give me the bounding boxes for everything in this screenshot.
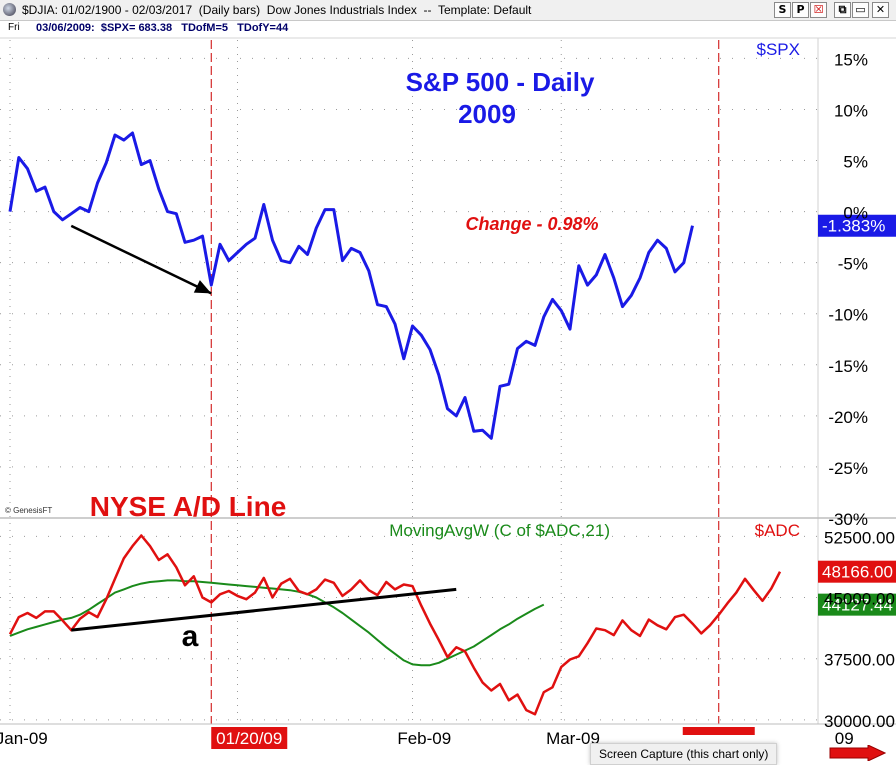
upper-chart-subtitle: 2009: [458, 99, 516, 129]
x-axis-label: 01/20/09: [216, 729, 282, 748]
upper-ytick-label: 15%: [834, 50, 868, 69]
lower-ytick-label: 52500.00: [824, 528, 895, 547]
trend-arrow: [70, 224, 212, 295]
upper-ytick-label: 5%: [843, 153, 868, 172]
lower-chart-title: NYSE A/D Line: [90, 491, 287, 522]
arrow-head: [193, 280, 212, 294]
x-axis-label: Feb-09: [397, 729, 451, 748]
upper-ytick-label: -30%: [828, 510, 868, 529]
spx-last-value-label: -1.383%: [818, 214, 896, 237]
lower-ytick-label: 45000.00: [824, 590, 895, 609]
upper-ytick-label: -20%: [828, 408, 868, 427]
svg-text:-1.383%: -1.383%: [822, 217, 885, 236]
upper-ytick-label: -25%: [828, 459, 868, 478]
moving-avg-legend: MovingAvgW (C of $ADC,21): [389, 521, 610, 540]
x-axis-label: 09: [835, 729, 854, 748]
svg-text:48166.00: 48166.00: [822, 563, 893, 582]
ma-last-value-label: 44127.44: [818, 593, 896, 616]
quote-infobar: Fri 03/06/2009: $SPX= 683.38 TDofM=5 TDo…: [0, 21, 896, 37]
watermark: © GenesisFT: [5, 506, 52, 515]
ad-trendline: [71, 587, 457, 632]
p-button[interactable]: P: [792, 2, 809, 18]
upper-ytick-label: -15%: [828, 357, 868, 376]
upper-ytick-label: 0%: [843, 204, 868, 223]
spx-line: [8, 131, 694, 440]
highlighted-date-box: [211, 727, 288, 749]
marker-date-box: [682, 727, 755, 735]
close-icon[interactable]: ✕: [872, 2, 889, 18]
ad-line: [8, 534, 782, 716]
change-annotation: Change - 0.98%: [465, 214, 598, 234]
app-icon: [3, 3, 16, 16]
moving-avg-line: [9, 579, 545, 667]
x-axis-label: Mar-09: [546, 729, 600, 748]
trendline-label: a: [182, 620, 199, 653]
spx-series-label: $SPX: [757, 40, 800, 59]
restore-icon[interactable]: ⧉: [834, 2, 851, 18]
day-label: Fri: [8, 22, 20, 33]
screen-capture-button[interactable]: Screen Capture (this chart only): [590, 743, 778, 765]
x-axis-label: Jan-09: [0, 729, 48, 748]
window-titlebar: $DJIA: 01/02/1900 - 02/03/2017 (Daily ba…: [0, 0, 896, 21]
lower-ytick-label: 37500.00: [824, 651, 895, 670]
upper-chart-title: S&P 500 - Daily: [406, 67, 595, 97]
maximize-icon[interactable]: ▭: [852, 2, 869, 18]
quote-readout: 03/06/2009: $SPX= 683.38 TDofM=5 TDofY=4…: [36, 22, 289, 34]
adc-last-value-label: 48166.00: [818, 560, 896, 583]
upper-ytick-label: -10%: [828, 306, 868, 325]
svg-text:44127.44: 44127.44: [822, 596, 893, 615]
scroll-right-arrow-icon[interactable]: [828, 745, 886, 761]
upper-ytick-label: 10%: [834, 101, 868, 120]
close-chart-icon[interactable]: ☒: [810, 2, 827, 18]
window-title: $DJIA: 01/02/1900 - 02/03/2017 (Daily ba…: [22, 3, 532, 17]
s-button[interactable]: S: [774, 2, 791, 18]
adc-legend: $ADC: [755, 521, 800, 540]
lower-ytick-label: 30000.00: [824, 712, 895, 731]
upper-ytick-label: -5%: [838, 255, 868, 274]
